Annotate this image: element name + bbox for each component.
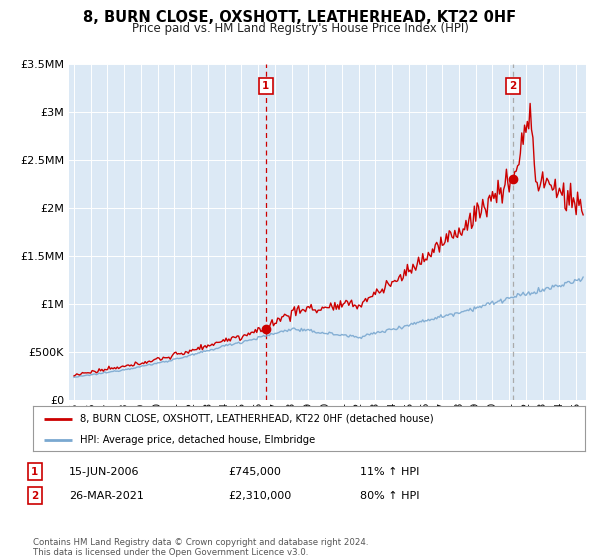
Text: 80% ↑ HPI: 80% ↑ HPI xyxy=(360,491,419,501)
Text: 15-JUN-2006: 15-JUN-2006 xyxy=(69,466,139,477)
Text: HPI: Average price, detached house, Elmbridge: HPI: Average price, detached house, Elmb… xyxy=(80,435,315,445)
Text: 2: 2 xyxy=(31,491,38,501)
Text: £745,000: £745,000 xyxy=(228,466,281,477)
Text: Contains HM Land Registry data © Crown copyright and database right 2024.
This d: Contains HM Land Registry data © Crown c… xyxy=(33,538,368,557)
Text: 11% ↑ HPI: 11% ↑ HPI xyxy=(360,466,419,477)
Text: 1: 1 xyxy=(31,466,38,477)
Text: 8, BURN CLOSE, OXSHOTT, LEATHERHEAD, KT22 0HF (detached house): 8, BURN CLOSE, OXSHOTT, LEATHERHEAD, KT2… xyxy=(80,413,434,423)
Text: 1: 1 xyxy=(262,81,269,91)
Text: 26-MAR-2021: 26-MAR-2021 xyxy=(69,491,144,501)
Text: 2: 2 xyxy=(509,81,517,91)
Text: 8, BURN CLOSE, OXSHOTT, LEATHERHEAD, KT22 0HF: 8, BURN CLOSE, OXSHOTT, LEATHERHEAD, KT2… xyxy=(83,10,517,25)
Text: Price paid vs. HM Land Registry's House Price Index (HPI): Price paid vs. HM Land Registry's House … xyxy=(131,22,469,35)
Text: £2,310,000: £2,310,000 xyxy=(228,491,291,501)
